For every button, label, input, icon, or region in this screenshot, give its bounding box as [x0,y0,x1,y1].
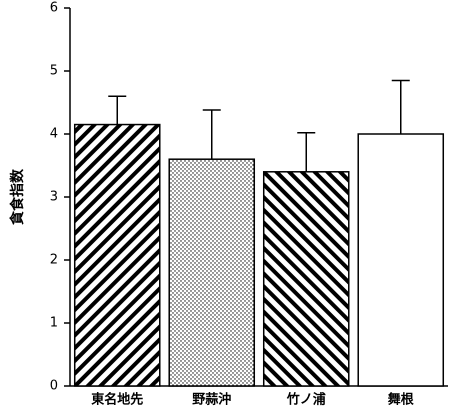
y-axis-label: 貪食指数 [9,168,26,226]
x-tick-label: 舞根 [387,392,415,408]
y-tick-label: 4 [50,127,58,142]
y-tick-label: 1 [50,316,58,331]
x-tick-label: 野蒜沖 [192,392,231,408]
x-tick-label: 東名地先 [91,392,143,408]
y-tick-label: 0 [50,379,58,394]
bar [357,133,445,387]
bar [73,123,161,387]
y-tick-label: 6 [50,1,58,16]
x-tick-label: 竹ノ浦 [286,392,326,408]
y-tick-label: 5 [50,64,58,79]
y-tick-label: 2 [50,253,58,268]
y-tick-label: 3 [50,190,58,205]
bar [168,158,256,387]
bar [262,171,350,387]
